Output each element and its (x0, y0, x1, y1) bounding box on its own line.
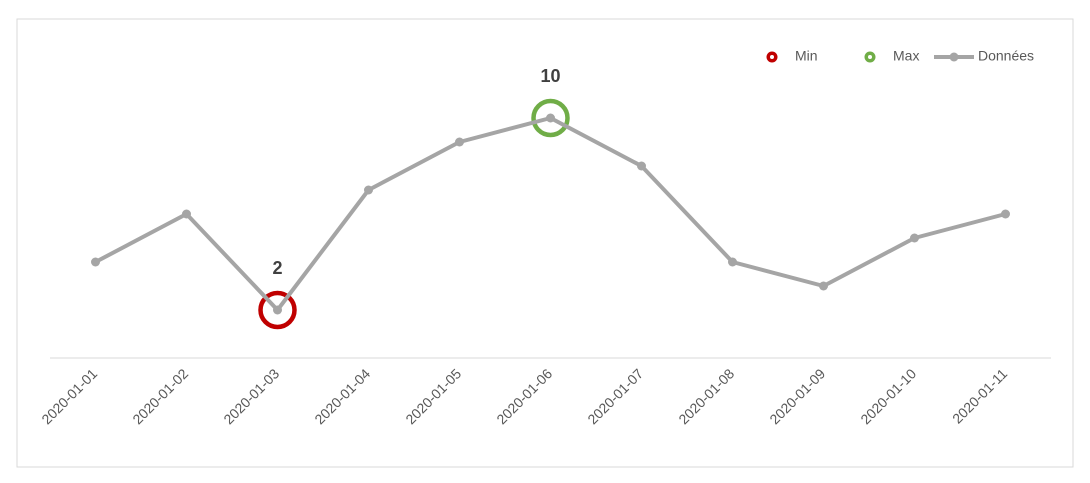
data-point (91, 257, 100, 267)
data-point (1001, 209, 1010, 219)
data-point (910, 233, 919, 243)
legend-marker-center (770, 55, 774, 59)
data-label: 10 (540, 66, 560, 86)
legend-marker-center (868, 55, 872, 59)
chart-frame (16, 18, 1074, 468)
highlight-marker (531, 98, 570, 138)
data-point (273, 305, 282, 315)
legend-label: Données (978, 48, 1034, 64)
data-point (637, 161, 646, 171)
data-label: 2 (272, 258, 282, 278)
legend-marker (949, 52, 959, 62)
data-point (728, 257, 737, 267)
data-point (546, 113, 555, 123)
legend-label: Min (795, 48, 818, 64)
data-point (819, 281, 828, 291)
data-point (455, 137, 464, 147)
data-point (364, 185, 373, 195)
legend-label: Max (893, 48, 919, 64)
highlight-marker (258, 290, 297, 330)
data-point (182, 209, 191, 219)
